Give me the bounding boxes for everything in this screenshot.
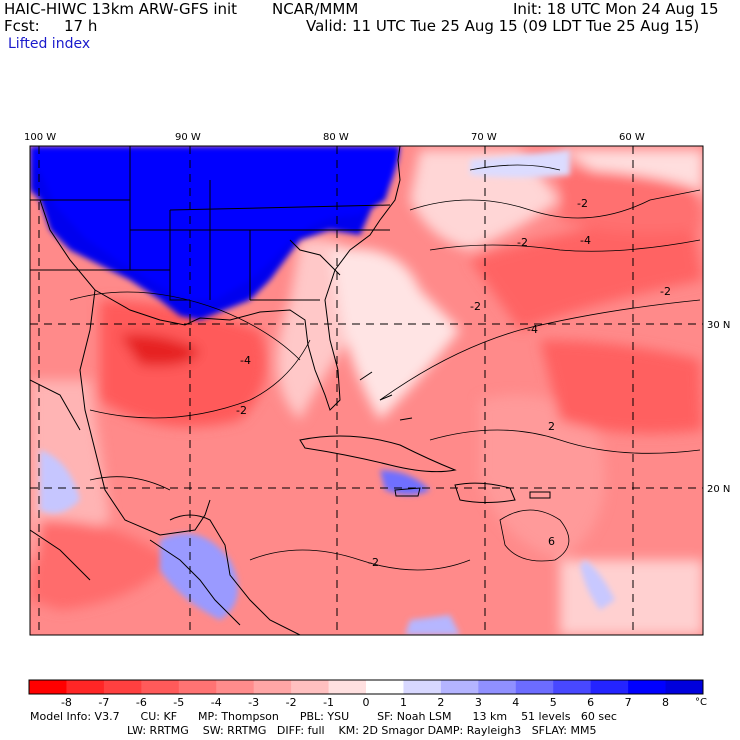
forecast-hours: 17 h [64,17,98,35]
legend-tick-label: 4 [512,696,519,709]
legend-tick-label: 8 [662,696,669,709]
legend-tick-label: 3 [475,696,482,709]
lon-label-90w: 90 W [175,132,201,143]
legend-tick-label: 2 [437,696,444,709]
legend-swatch [103,680,142,694]
legend-swatch [440,680,479,694]
legend-swatch [328,680,367,694]
contour-lines [69,164,701,571]
contour-label: 2 [548,420,555,433]
legend-swatch [403,680,442,694]
contour-label: -4 [580,234,591,247]
legend-tick-label: -7 [98,696,109,709]
legend-tick-label: 7 [625,696,632,709]
forecast-label: Fcst: [4,17,40,35]
legend-tick-label: -1 [323,696,334,709]
legend-tick-label: -6 [136,696,147,709]
lat-label-20n: 20 N [707,484,730,495]
legend-tick-label: 1 [400,696,407,709]
contour-label: -2 [660,285,671,298]
legend-swatch [515,680,554,694]
field-shading: -2 -2 -2 -2 -2 -2 -4 -4 -4 2 6 [30,146,703,635]
legend-tick-label: 6 [587,696,594,709]
legend-swatch [141,680,180,694]
lon-label-60w: 60 W [619,132,645,143]
lon-label-70w: 70 W [471,132,497,143]
legend-swatch [66,680,105,694]
legend-swatch [628,680,667,694]
legend-tick-label: -3 [248,696,259,709]
lat-lon-grid [30,146,703,635]
legend-swatch [178,680,217,694]
legend-swatch [29,680,67,694]
legend-swatch [253,680,292,694]
contour-label: 6 [548,535,555,548]
legend-swatch [665,680,704,694]
contour-label: -2 [577,197,588,210]
coastlines [30,146,551,635]
legend-tick-label: 5 [550,696,557,709]
map-frame [29,145,704,636]
field-name: Lifted index [8,36,91,52]
init-time: Init: 18 UTC Mon 24 Aug 15 [513,0,719,18]
legend-swatch [478,680,517,694]
legend-tick-label: 0 [363,696,370,709]
lon-label-100w: 100 W [24,132,56,143]
legend-swatch [366,680,404,694]
legend-swatch [590,680,629,694]
legend-tick-label: -4 [211,696,222,709]
org-title: NCAR/MMM [272,0,359,18]
contour-label: -2 [517,236,528,249]
legend-swatches [29,680,704,694]
lon-label-80w: 80 W [323,132,349,143]
legend-swatch [291,680,330,694]
lifted-index-map: -2 -2 -2 -2 -2 -2 -4 -4 -4 2 6 100 W 90 … [24,132,730,636]
model-info-line-1: Model Info: V3.7 CU: KF MP: Thompson PBL… [30,710,617,723]
model-title: HAIC-HIWC 13km ARW-GFS init [4,0,238,18]
contour-label: -4 [527,323,538,336]
contour-label: -2 [470,300,481,313]
legend-swatch [553,680,592,694]
legend-unit: °C [695,697,707,708]
lat-label-30n: 30 N [707,320,730,331]
contour-label: -4 [240,354,251,367]
contour-label: -2 [236,404,247,417]
valid-time: Valid: 11 UTC Tue 25 Aug 15 (09 LDT Tue … [306,17,700,35]
legend-tick-label: -5 [173,696,184,709]
model-info-line-2: LW: RRTMG SW: RRTMG DIFF: full KM: 2D Sm… [127,724,597,737]
legend-swatch [216,680,255,694]
legend-tick-label: -2 [286,696,297,709]
legend-tick-label: -8 [61,696,72,709]
contour-label: -2 [368,556,379,569]
